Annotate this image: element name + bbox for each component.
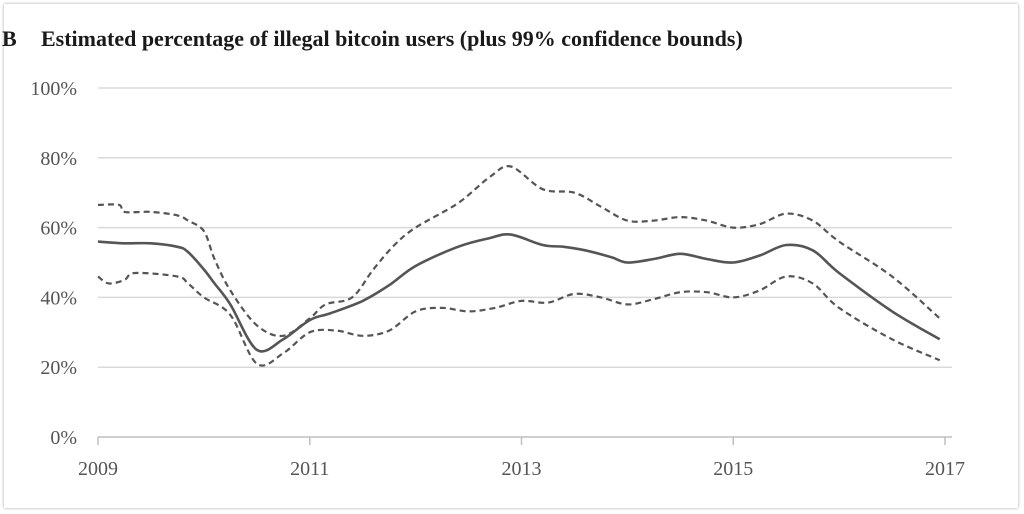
y-tick-label: 20% — [40, 357, 77, 379]
upper-bound-line — [97, 165, 941, 338]
y-tick-label: 60% — [40, 218, 77, 240]
chart-title: Estimated percentage of illegal bitcoin … — [41, 26, 743, 51]
lower-bound-line — [97, 271, 941, 367]
x-tick-label: 2011 — [290, 458, 329, 480]
estimate-line — [97, 233, 941, 353]
y-tick-label: 100% — [30, 78, 77, 100]
series-lines — [97, 165, 941, 367]
x-tick-label: 2009 — [78, 458, 118, 480]
gridlines — [98, 87, 952, 368]
x-tick-label: 2017 — [925, 458, 965, 480]
x-tick-label: 2013 — [502, 458, 542, 480]
x-tick-label: 2015 — [713, 458, 753, 480]
y-tick-label: 80% — [40, 148, 77, 170]
y-tick-label: 40% — [40, 287, 77, 309]
x-axis — [97, 436, 952, 445]
panel-label: B — [2, 26, 17, 51]
y-tick-label: 0% — [50, 427, 77, 449]
y-tick-labels: 0% 20% 40% 60% 80% 100% — [30, 78, 77, 449]
x-tick-labels: 2009 2011 2013 2015 2017 — [78, 458, 965, 480]
